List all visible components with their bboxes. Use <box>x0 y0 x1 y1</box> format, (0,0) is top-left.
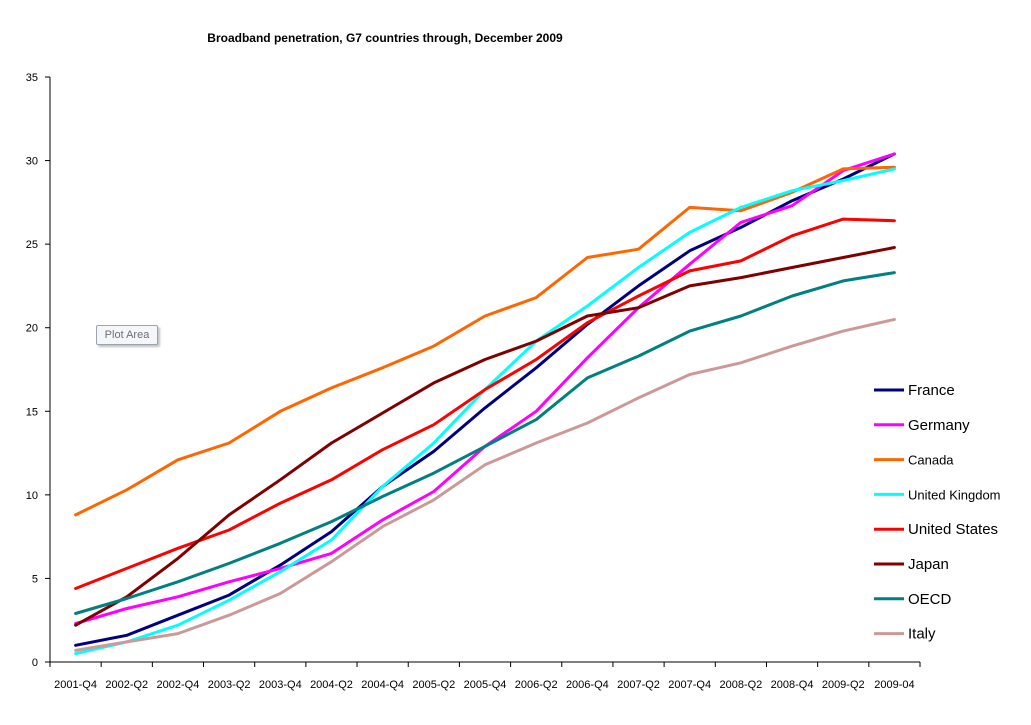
y-tick-label: 25 <box>26 239 38 251</box>
x-tick-label: 2002-Q4 <box>157 679 200 691</box>
x-tick-label: 2006-Q4 <box>566 679 609 691</box>
x-tick-label: 2004-Q2 <box>310 679 353 691</box>
series-line-france <box>74 152 896 647</box>
x-tick-label: 2007-Q4 <box>668 679 711 691</box>
x-tick-label: 2009-04 <box>874 679 914 691</box>
legend-label: Canada <box>908 453 954 468</box>
x-tick-label: 2006-Q2 <box>515 679 558 691</box>
legend: France Germany Canada United Kingdom United … <box>874 382 1001 643</box>
series-line-japan <box>74 246 896 627</box>
x-tick-label: 2008-Q4 <box>771 679 814 691</box>
legend-label: France <box>908 382 955 399</box>
chart-title: Broadband penetration, G7 countries thro… <box>207 31 563 45</box>
y-tick-label: 0 <box>32 657 38 669</box>
legend-label: Italy <box>908 626 936 643</box>
y-tick-label: 5 <box>32 573 38 585</box>
y-tick-label: 15 <box>26 406 38 418</box>
x-tick-label: 2009-Q2 <box>822 679 865 691</box>
x-tick-label: 2004-Q4 <box>361 679 404 691</box>
x-tick-label: 2003-Q4 <box>259 679 302 691</box>
x-tick-label: 2005-Q4 <box>464 679 507 691</box>
legend-label: OECD <box>908 591 952 608</box>
axes: 0 5 10 15 20 25 30 35 2001-Q4 2002-Q2 2002-Q4 2003-… <box>26 72 921 691</box>
series-line-united-states <box>74 217 896 590</box>
series-line-oecd <box>74 271 896 615</box>
series-line-canada <box>74 165 896 517</box>
legend-label: United States <box>908 521 998 538</box>
series-line-italy <box>74 317 896 652</box>
y-tick-label: 10 <box>26 490 38 502</box>
x-tick-label: 2003-Q2 <box>208 679 251 691</box>
x-tick-label: 2007-Q2 <box>617 679 660 691</box>
x-tick-label: 2002-Q2 <box>105 679 148 691</box>
x-tick-label: 2008-Q2 <box>719 679 762 691</box>
legend-label: Japan <box>908 556 949 573</box>
y-tick-label: 20 <box>26 323 38 335</box>
plot-area-tooltip: Plot Area <box>96 325 158 345</box>
x-tick-label: 2005-Q2 <box>412 679 455 691</box>
y-tick-label: 30 <box>26 156 38 168</box>
y-tick-label: 35 <box>26 72 38 84</box>
legend-label: United Kingdom <box>908 487 1001 502</box>
x-tick-label: 2001-Q4 <box>54 679 97 691</box>
legend-label: Germany <box>908 417 970 434</box>
series-line-united-kingdom <box>74 167 896 656</box>
series-lines <box>74 152 896 656</box>
